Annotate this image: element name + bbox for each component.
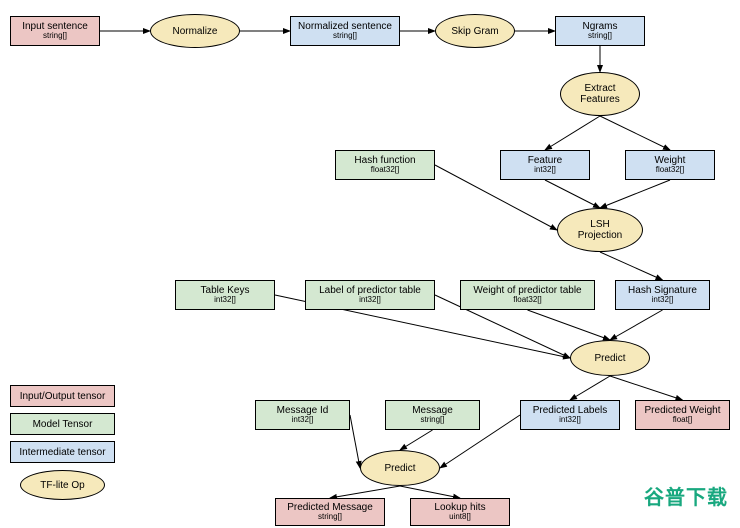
node-label: Input/Output tensor [20, 391, 106, 402]
node-label: Skip Gram [451, 26, 498, 37]
node-predicted-labels: Predicted Labelsint32[] [520, 400, 620, 430]
edge-predict-op-2-to-lookup-hits [400, 486, 460, 498]
node-sublabel: int32[] [292, 416, 314, 425]
watermark-text: 谷普下载 [644, 481, 728, 510]
node-label-predictor: Label of predictor tableint32[] [305, 280, 435, 310]
node-weight-predictor: Weight of predictor tablefloat32[] [460, 280, 595, 310]
node-sublabel: float32[] [371, 166, 399, 175]
edge-extract-features-op-to-feature [545, 116, 600, 150]
node-label: Intermediate tensor [19, 447, 105, 458]
node-predicted-message: Predicted Messagestring[] [275, 498, 385, 526]
edge-weight-predictor-to-predict-op-1 [528, 310, 611, 340]
node-skip-gram-op: Skip Gram [435, 14, 515, 48]
node-sublabel: float[] [673, 416, 693, 425]
node-feature: Featureint32[] [500, 150, 590, 180]
node-label: Normalize [172, 26, 217, 37]
node-sublabel: int32[] [652, 296, 674, 305]
legend-legend-op: TF-lite Op [20, 470, 105, 500]
node-sublabel: uint8[] [449, 513, 471, 522]
node-sublabel: string[] [318, 513, 342, 522]
diagram-canvas: 谷普下载 Input sentencestring[] Normalize Norm… [0, 0, 740, 528]
edge-lsh-projection-op-to-hash-signature [600, 252, 663, 280]
legend-legend-inter: Intermediate tensor [10, 441, 115, 463]
node-sublabel: int32[] [534, 166, 556, 175]
node-label: Predict [384, 463, 415, 474]
edge-message-to-predict-op-2 [400, 430, 433, 450]
node-message-id: Message Idint32[] [255, 400, 350, 430]
node-label: Predict [594, 353, 625, 364]
node-extract-features-op: ExtractFeatures [560, 72, 640, 116]
node-sublabel: string[] [43, 32, 67, 41]
node-label: ExtractFeatures [580, 83, 619, 105]
node-predicted-weight: Predicted Weightfloat[] [635, 400, 730, 430]
edge-feature-to-lsh-projection-op [545, 180, 600, 208]
node-sublabel: int32[] [214, 296, 236, 305]
edge-predict-op-2-to-predicted-message [330, 486, 400, 498]
node-lookup-hits: Lookup hitsuint8[] [410, 498, 510, 526]
node-table-keys: Table Keysint32[] [175, 280, 275, 310]
node-sublabel: int32[] [559, 416, 581, 425]
legend-legend-io: Input/Output tensor [10, 385, 115, 407]
node-weight: Weightfloat32[] [625, 150, 715, 180]
node-normalized-sentence: Normalized sentencestring[] [290, 16, 400, 46]
node-label: Model Tensor [33, 419, 93, 430]
edge-message-id-to-predict-op-2 [350, 415, 360, 468]
node-label: LSHProjection [578, 219, 622, 241]
edge-predict-op-1-to-predicted-weight [610, 376, 683, 400]
node-predict-op-1: Predict [570, 340, 650, 376]
node-sublabel: string[] [333, 32, 357, 41]
legend-legend-model: Model Tensor [10, 413, 115, 435]
edge-predict-op-1-to-predicted-labels [570, 376, 610, 400]
node-hash-function: Hash functionfloat32[] [335, 150, 435, 180]
node-lsh-projection-op: LSHProjection [557, 208, 643, 252]
node-hash-signature: Hash Signatureint32[] [615, 280, 710, 310]
node-sublabel: string[] [588, 32, 612, 41]
node-ngrams: Ngramsstring[] [555, 16, 645, 46]
edge-extract-features-op-to-weight [600, 116, 670, 150]
node-label: TF-lite Op [40, 480, 84, 491]
node-sublabel: float32[] [513, 296, 541, 305]
edge-weight-to-lsh-projection-op [600, 180, 670, 208]
node-sublabel: float32[] [656, 166, 684, 175]
node-input-sentence: Input sentencestring[] [10, 16, 100, 46]
node-sublabel: string[] [420, 416, 444, 425]
edge-hash-signature-to-predict-op-1 [610, 310, 663, 340]
node-sublabel: int32[] [359, 296, 381, 305]
node-predict-op-2: Predict [360, 450, 440, 486]
node-message: Messagestring[] [385, 400, 480, 430]
node-normalize-op: Normalize [150, 14, 240, 48]
